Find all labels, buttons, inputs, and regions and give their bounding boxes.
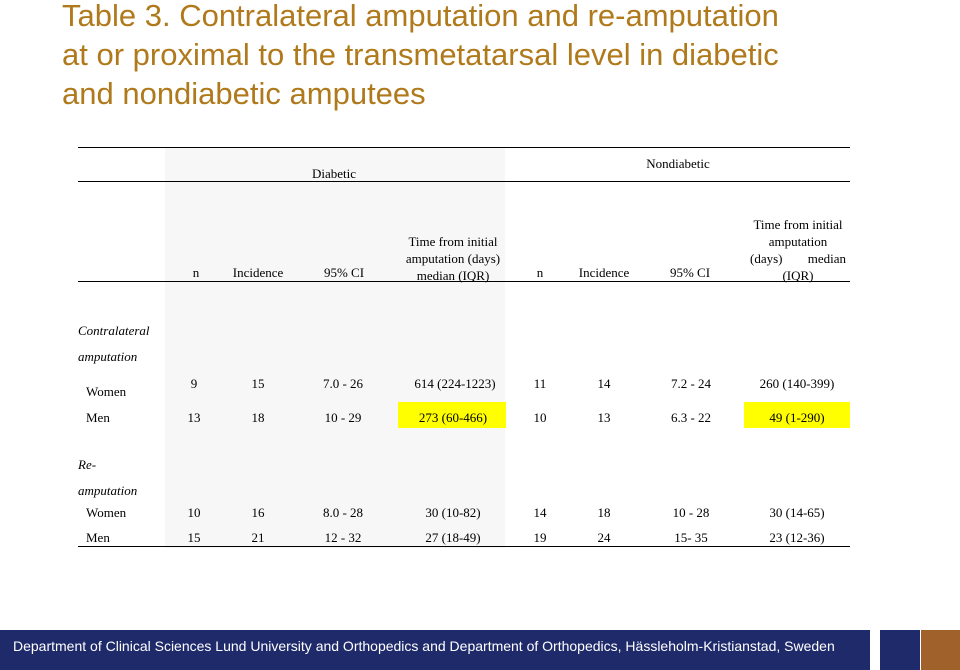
col-header-incidence: Incidence — [232, 265, 284, 280]
row-label-men: Men — [86, 530, 110, 545]
title-line-3: and nondiabetic amputees — [62, 76, 426, 111]
table-cell: 23 (12-36) — [769, 530, 825, 545]
table-cell: 11 — [533, 376, 547, 391]
table-cell: 18 — [251, 410, 265, 425]
section-label-reamputation-line2: amputation — [78, 483, 138, 498]
table-cell: 21 — [251, 530, 265, 545]
table-cell: 15 — [187, 530, 201, 545]
footer-text: Department of Clinical Sciences Lund Uni… — [13, 638, 835, 654]
table-cell: 7.0 - 26 — [322, 376, 364, 391]
group-header-nondiabetic: Nondiabetic — [646, 156, 710, 171]
table-cell: 16 — [251, 505, 265, 520]
table-cell: 13 — [187, 410, 201, 425]
group-header-rule — [78, 181, 850, 182]
col-header-nd-time-line2: amputation — [768, 234, 828, 249]
col-header-nd-ci: 95% CI — [669, 265, 711, 280]
table-cell: 18 — [597, 505, 611, 520]
col-header-n: n — [192, 265, 200, 280]
table-cell: 13 — [597, 410, 611, 425]
table-cell: 14 — [597, 376, 611, 391]
table-cell: 6.3 - 22 — [670, 410, 712, 425]
highlight-diabetic-men-time — [398, 402, 506, 428]
section-label-contralateral: Contralateral amputation — [78, 318, 150, 370]
table-bottom-rule — [78, 546, 850, 547]
table-cell: 10 - 29 — [324, 410, 362, 425]
table-cell: 19 — [533, 530, 547, 545]
table-shading — [165, 148, 505, 548]
group-header-diabetic: Diabetic — [311, 166, 357, 181]
table-cell: 10 — [187, 505, 201, 520]
table-cell: 30 (10-82) — [425, 505, 481, 520]
table-cell: 614 (224-1223) — [414, 376, 496, 391]
col-header-time-line2: amputation (days) — [405, 251, 501, 266]
title-line-2: at or proximal to the transmetatarsal le… — [62, 37, 779, 72]
table-cell: 273 (60-466) — [418, 410, 488, 425]
table-cell: 8.0 - 28 — [322, 505, 364, 520]
col-header-ci: 95% CI — [323, 265, 365, 280]
table-cell: 27 (18-49) — [425, 530, 481, 545]
col-header-nd-time-line3: (days) median — [744, 250, 852, 267]
footer-square-navy — [880, 630, 920, 670]
col-header-nd-time-days: (days) — [750, 251, 783, 266]
section-label-contralateral-line2: amputation — [78, 349, 138, 364]
results-table: Diabetic Nondiabetic n Incidence 95% CI … — [78, 147, 852, 548]
table-cell: 260 (140-399) — [759, 376, 835, 391]
table-top-rule — [78, 147, 850, 148]
col-header-nd-incidence: Incidence — [578, 265, 630, 280]
table-cell: 24 — [597, 530, 611, 545]
footer-bar — [0, 630, 870, 670]
col-header-time-line1: Time from initial — [408, 234, 498, 249]
row-label-women: Women — [86, 384, 127, 399]
col-header-nd-time-median: median — [807, 251, 846, 266]
table-cell: 10 - 28 — [672, 505, 710, 520]
table-cell: 49 (1-290) — [769, 410, 825, 425]
col-header-nd-time-line4: (IQR) — [782, 268, 814, 283]
table-cell: 12 - 32 — [324, 530, 362, 545]
title-line-1: Table 3. Contralateral amputation and re… — [62, 0, 779, 33]
column-header-rule — [78, 281, 850, 282]
row-label-women: Women — [86, 505, 127, 520]
table-cell: 9 — [190, 376, 198, 391]
slide-title: Table 3. Contralateral amputation and re… — [62, 0, 942, 113]
col-header-nd-time: Time from initial amputation (days) medi… — [744, 216, 852, 284]
col-header-time-line3: median (IQR) — [416, 268, 490, 283]
footer-square-brown — [921, 630, 960, 670]
table-cell: 15 — [251, 376, 265, 391]
col-header-nd-n: n — [536, 265, 544, 280]
col-header-time: Time from initial amputation (days) medi… — [392, 233, 514, 284]
highlight-nondiabetic-men-time — [744, 402, 850, 428]
table-cell: 10 — [533, 410, 547, 425]
table-cell: 14 — [533, 505, 547, 520]
section-label-reamputation-line1: Re- — [78, 457, 97, 472]
row-label-men: Men — [86, 410, 110, 425]
table-cell: 15- 35 — [674, 530, 708, 545]
table-cell: 30 (14-65) — [769, 505, 825, 520]
col-header-nd-time-line1: Time from initial — [753, 217, 843, 232]
section-label-contralateral-line1: Contralateral — [78, 323, 150, 338]
section-label-reamputation: Re- amputation — [78, 452, 137, 504]
table-cell: 7.2 - 24 — [670, 376, 712, 391]
